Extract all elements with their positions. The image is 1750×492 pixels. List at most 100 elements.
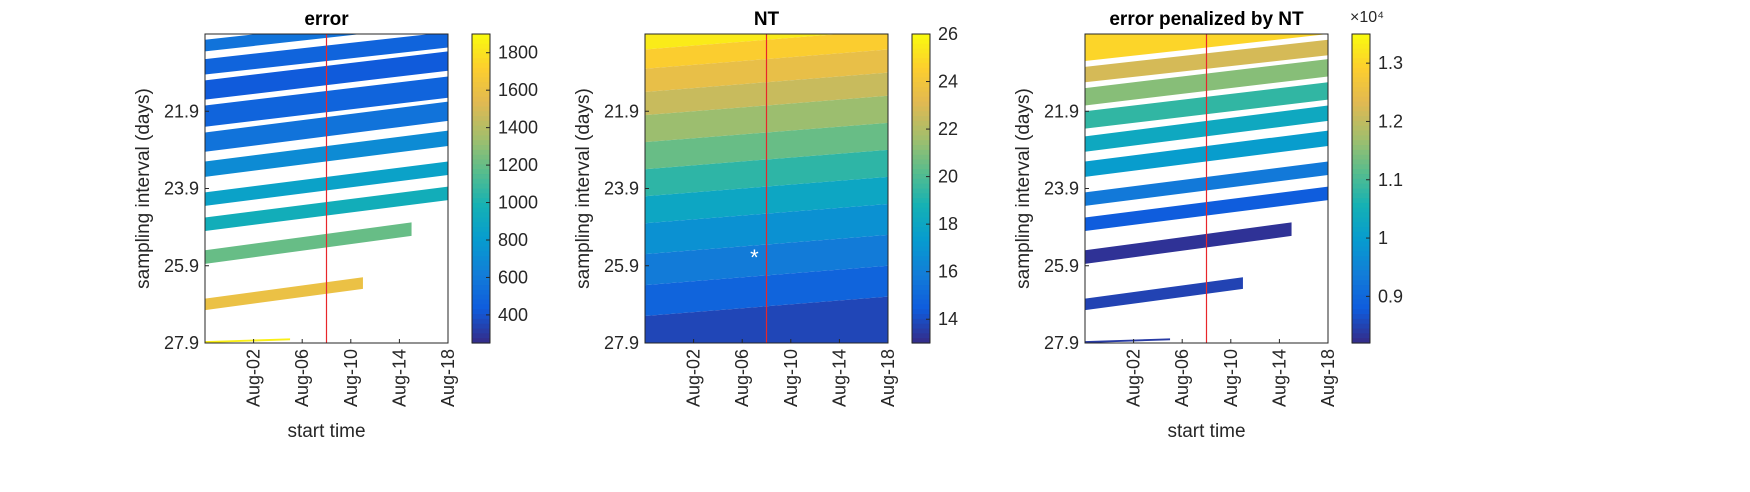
colorbar-cell	[1352, 256, 1370, 262]
colorbar-cell	[912, 125, 930, 132]
x-tick-label: Aug-02	[244, 349, 264, 407]
colorbar-cell	[912, 149, 930, 156]
optimum-marker: *	[1190, 245, 1199, 270]
colorbar-cell	[472, 333, 490, 339]
colorbar-cell	[912, 53, 930, 59]
colorbar-cell	[912, 227, 930, 233]
colorbar-cell	[1352, 202, 1370, 209]
colorbar-cell	[912, 231, 930, 238]
colorbar-cell	[912, 323, 930, 330]
colorbar-cell	[472, 299, 490, 305]
chart-title: error penalized by NT	[1109, 9, 1304, 30]
colorbar-cell	[472, 164, 490, 170]
colorbar-cell	[1352, 116, 1370, 122]
colorbar-cell	[472, 53, 490, 59]
colorbar-cell	[1352, 251, 1370, 257]
colorbar-cell	[1352, 135, 1370, 141]
x-tick-label: Aug-14	[829, 349, 849, 407]
colorbar-cell	[1352, 91, 1370, 98]
colorbar-cell	[1352, 323, 1370, 330]
colorbar-cell	[912, 101, 930, 108]
colorbar-cell	[912, 82, 930, 88]
colorbar-cell	[472, 202, 490, 209]
colorbar-cell	[472, 222, 490, 228]
colorbar-cell	[1352, 299, 1370, 305]
colorbar-cell	[912, 294, 930, 301]
colorbar-cell	[912, 299, 930, 305]
colorbar-cell	[912, 174, 930, 180]
colorbar-cell	[472, 309, 490, 315]
colorbar-tick-label: 24	[938, 72, 958, 92]
colorbar-cell	[472, 314, 490, 320]
colorbar-tick-label: 1800	[498, 43, 538, 63]
colorbar-cell	[912, 333, 930, 339]
colorbar-tick-label: 26	[938, 24, 958, 44]
colorbar-cell	[1352, 304, 1370, 310]
colorbar-cell	[912, 338, 930, 344]
colorbar-tick-label: 1.3	[1378, 53, 1403, 73]
x-axis-label: start time	[287, 421, 365, 442]
colorbar-cell	[1352, 338, 1370, 344]
y-tick-label: 27.9	[164, 333, 199, 353]
colorbar-cell	[1352, 183, 1370, 190]
colorbar-cell	[912, 241, 930, 248]
colorbar-cell	[912, 135, 930, 141]
colorbar-cell	[912, 246, 930, 252]
colorbar-cell	[912, 202, 930, 209]
colorbar-cell	[472, 178, 490, 185]
colorbar-tick-label: 400	[498, 305, 528, 325]
y-tick-label: 25.9	[164, 256, 199, 276]
colorbar-tick-label: 1.2	[1378, 111, 1403, 131]
colorbar-cell	[912, 145, 930, 151]
colorbar-cell	[912, 130, 930, 136]
heatmap-band	[1085, 277, 1243, 311]
y-tick-label: 21.9	[164, 101, 199, 121]
colorbar-tick-label: 1200	[498, 155, 538, 175]
colorbar-cell	[1352, 101, 1370, 108]
colorbar-tick-label: 1000	[498, 193, 538, 213]
colorbar-cell	[1352, 222, 1370, 228]
colorbar-cell	[472, 241, 490, 248]
x-tick-label: Aug-06	[1172, 349, 1192, 407]
colorbar-tick-label: 1600	[498, 80, 538, 100]
colorbar-cell	[1352, 188, 1370, 194]
heatmap-band	[205, 34, 362, 52]
colorbar-cell	[472, 77, 490, 83]
x-tick-label: Aug-10	[781, 349, 801, 407]
colorbar-cell	[472, 188, 490, 194]
y-tick-label: 25.9	[1044, 256, 1079, 276]
colorbar-tick-label: 1.1	[1378, 170, 1403, 190]
colorbar-cell	[1352, 106, 1370, 112]
colorbar-cell	[472, 207, 490, 214]
colorbar-cell	[1352, 314, 1370, 320]
colorbar-cell	[912, 275, 930, 281]
colorbar-cell	[472, 111, 490, 117]
colorbar-cell	[472, 62, 490, 69]
colorbar-cell	[1352, 125, 1370, 132]
colorbar-cell	[472, 246, 490, 252]
heatmap-band	[205, 222, 412, 264]
colorbar-cell	[1352, 318, 1370, 325]
colorbar-cell	[472, 217, 490, 223]
colorbar-tick-label: 18	[938, 214, 958, 234]
colorbar-cell	[472, 275, 490, 281]
colorbar-cell	[912, 318, 930, 325]
colorbar-cell	[1352, 328, 1370, 334]
colorbar-cell	[1352, 265, 1370, 272]
colorbar-cell	[1352, 275, 1370, 281]
colorbar-cell	[1352, 34, 1370, 40]
colorbar-cell	[1352, 193, 1370, 199]
x-tick-label: Aug-10	[341, 349, 361, 407]
colorbar-cell	[1352, 67, 1370, 74]
colorbar-cell	[472, 260, 490, 267]
colorbar-cell	[912, 106, 930, 112]
colorbar-cell	[912, 38, 930, 45]
x-tick-label: Aug-10	[1221, 349, 1241, 407]
colorbar-cell	[472, 338, 490, 344]
colorbar-cell	[912, 207, 930, 214]
colorbar-cell	[472, 294, 490, 301]
colorbar-cell	[472, 101, 490, 108]
colorbar-cell	[472, 91, 490, 98]
colorbar-cell	[472, 174, 490, 180]
colorbar-cell	[472, 140, 490, 146]
